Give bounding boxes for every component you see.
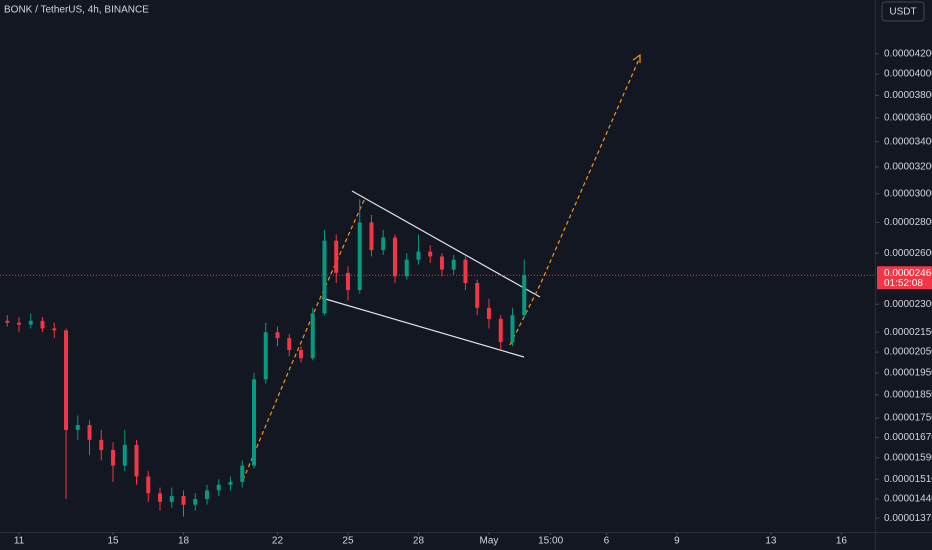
candle-body xyxy=(17,322,22,325)
last-price-box xyxy=(877,266,932,290)
x-tick-label: 11 xyxy=(14,536,25,547)
candle-body xyxy=(99,439,104,450)
x-tick-label: 16 xyxy=(836,536,848,547)
candle-body xyxy=(52,328,57,331)
candle-body xyxy=(275,332,280,339)
x-tick-label: 25 xyxy=(342,536,354,547)
candle-body xyxy=(498,318,503,343)
y-tick-label: 0.00003600 xyxy=(884,113,932,124)
candle-body xyxy=(240,465,245,482)
candle-body xyxy=(134,444,139,477)
y-tick-label: 0.00003200 xyxy=(884,162,932,173)
candle-body xyxy=(64,330,69,430)
candle-body xyxy=(251,379,256,466)
candle-body xyxy=(451,259,456,270)
candle-body xyxy=(381,237,386,251)
candle-body xyxy=(169,496,174,502)
y-tick-label: 0.00001850 xyxy=(884,389,932,400)
trend-line[interactable] xyxy=(321,297,525,358)
x-tick-label: 6 xyxy=(604,536,610,547)
x-tick-label: 15:00 xyxy=(538,536,563,547)
y-tick-label: 0.00001440 xyxy=(884,494,932,505)
y-tick-label: 0.00001750 xyxy=(884,413,932,424)
trend-line[interactable] xyxy=(351,190,541,298)
x-tick-label: 15 xyxy=(107,536,119,547)
candle-body xyxy=(475,283,480,308)
y-tick-label: 0.00002050 xyxy=(884,347,932,358)
symbol-title: BONK / TetherUS, 4h, BINANCE xyxy=(4,5,149,16)
candle-body xyxy=(439,256,444,270)
y-tick-label: 0.00001590 xyxy=(884,452,932,463)
candle-body xyxy=(334,240,339,273)
candle-body xyxy=(75,425,80,430)
countdown-label: 01:52:08 xyxy=(884,278,923,289)
x-tick-label: 18 xyxy=(178,536,190,547)
x-tick-label: May xyxy=(480,536,499,547)
candles xyxy=(5,199,527,517)
candle-body xyxy=(193,498,198,505)
candle-body xyxy=(369,222,374,251)
candle-body xyxy=(463,259,468,284)
x-tick-label: 9 xyxy=(674,536,680,547)
projection-path[interactable] xyxy=(509,56,641,346)
currency-button[interactable] xyxy=(881,1,925,22)
x-tick-label: 28 xyxy=(413,536,425,547)
candle-body xyxy=(146,476,151,494)
candle-body xyxy=(428,251,433,257)
candle-body xyxy=(298,350,303,359)
candle-body xyxy=(216,484,221,491)
candle-body xyxy=(310,313,315,359)
y-tick-label: 0.00002300 xyxy=(884,299,932,310)
y-tick-label: 0.00003000 xyxy=(884,188,932,199)
x-tick-label: 13 xyxy=(765,536,777,547)
y-tick-label: 0.00003800 xyxy=(884,90,932,101)
candle-body xyxy=(404,259,409,277)
y-tick-label: 0.00002150 xyxy=(884,327,932,338)
candle-body xyxy=(357,222,362,290)
y-tick-label: 0.00001375 xyxy=(884,513,932,524)
candle-body xyxy=(263,332,268,380)
y-tick-label: 0.00001950 xyxy=(884,368,932,379)
projection-path[interactable] xyxy=(242,197,366,481)
candle-body xyxy=(392,237,397,277)
candle-body xyxy=(522,275,527,316)
candle-body xyxy=(5,320,10,323)
candle-body xyxy=(158,493,163,502)
y-tick-label: 0.00004200 xyxy=(884,48,932,59)
candle-body xyxy=(181,496,186,505)
last-price-label: 0.00002466 xyxy=(884,268,932,279)
candle-body xyxy=(510,315,515,343)
candle-body xyxy=(322,240,327,314)
candle-body xyxy=(40,320,45,329)
y-tick-label: 0.00003400 xyxy=(884,136,932,147)
y-tick-label: 0.00001510 xyxy=(884,474,932,485)
y-tick-label: 0.00002600 xyxy=(884,248,932,259)
candle-body xyxy=(111,449,116,466)
candle-body xyxy=(486,307,491,319)
candle-body xyxy=(345,272,350,290)
currency-label[interactable]: USDT xyxy=(889,7,916,18)
candle-body xyxy=(205,490,210,499)
candle-body xyxy=(122,444,127,466)
y-tick-label: 0.00002800 xyxy=(884,217,932,228)
y-tick-label: 0.00004000 xyxy=(884,69,932,80)
y-tick-label: 0.00001670 xyxy=(884,432,932,443)
candle-body xyxy=(28,320,33,325)
candle-body xyxy=(228,481,233,485)
candle-body xyxy=(287,338,292,351)
candle-body xyxy=(416,251,421,260)
projection-arrow xyxy=(632,53,641,63)
x-tick-label: 22 xyxy=(272,536,284,547)
candle-body xyxy=(87,425,92,440)
